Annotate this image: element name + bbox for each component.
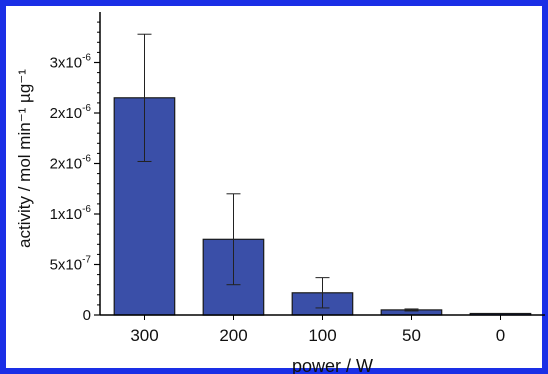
x-axis: 300 200 100 50 0	[100, 314, 545, 345]
y-tick-label: 1x10-6	[50, 204, 92, 223]
x-axis-title: power / W	[292, 356, 373, 374]
x-tick-label: 300	[130, 326, 158, 345]
y-axis: 0 5x10-7 1x10-6 2x10-6 2x10-6 3x10-6	[50, 12, 101, 324]
x-tick-label: 50	[402, 326, 421, 345]
y-tick-label: 3x10-6	[50, 53, 92, 72]
y-tick-label: 0	[83, 307, 91, 324]
x-tick-label: 200	[219, 326, 247, 345]
x-tick-label: 100	[308, 326, 336, 345]
y-axis-title: activity / mol min⁻¹ µg⁻¹	[15, 69, 34, 248]
x-tick-label: 0	[496, 326, 505, 345]
y-tick-label: 2x10-6	[50, 103, 92, 122]
y-tick-label: 5x10-7	[50, 255, 92, 274]
y-tick-label: 2x10-6	[50, 154, 92, 173]
plot-area	[113, 33, 532, 316]
